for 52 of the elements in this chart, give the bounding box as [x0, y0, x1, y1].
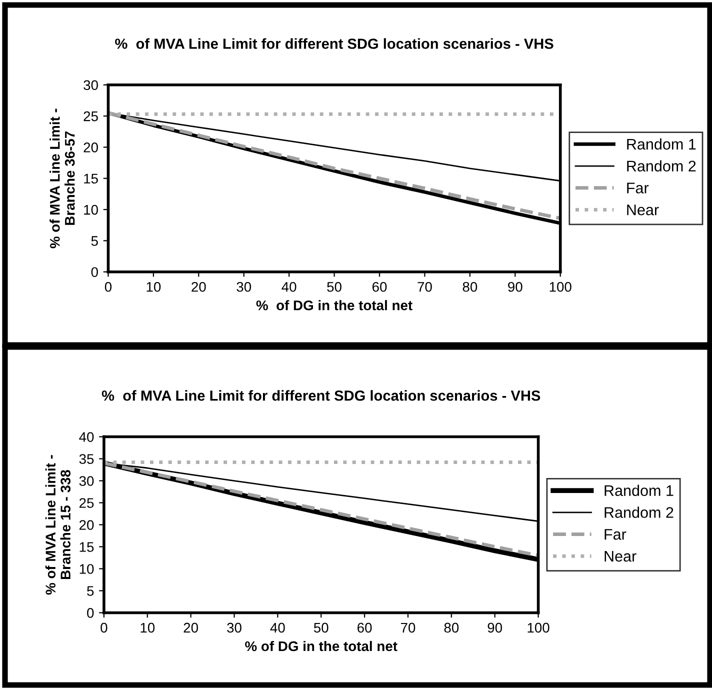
y-tick-label: 10	[84, 204, 98, 215]
x-tick-label: 100	[528, 622, 550, 633]
y-tick-label: 25	[84, 111, 98, 122]
y-tick-label: 30	[79, 476, 94, 486]
legend-label: Near	[604, 551, 636, 562]
chart-title: % of MVA Line Limit for different SDG location scenarios - VHS	[115, 38, 554, 49]
x-tick-label: 30	[227, 622, 242, 633]
legend-label: Far	[604, 529, 626, 540]
x-axis-title: % of DG in the total net	[256, 300, 412, 310]
y-tick-label: 30	[84, 80, 98, 90]
y-tick-label: 0	[91, 267, 98, 278]
x-axis-title: % of DG in the total net	[245, 640, 398, 652]
x-tick-label: 70	[400, 622, 416, 633]
legend-label: Random 1	[627, 138, 696, 150]
x-tick-label: 80	[462, 282, 478, 292]
x-tick-label: 80	[444, 622, 459, 633]
x-tick-label: 90	[508, 282, 522, 292]
x-tick-label: 0	[100, 622, 108, 633]
y-tick-label: 10	[80, 564, 94, 574]
legend-label: Random 2	[627, 160, 696, 172]
y-tick-label: 0	[87, 608, 94, 618]
x-tick-label: 70	[418, 282, 432, 292]
x-tick-label: 30	[236, 282, 252, 292]
x-tick-label: 90	[488, 622, 502, 633]
legend-label: Far	[627, 182, 649, 194]
x-tick-label: 50	[314, 622, 328, 633]
x-tick-label: 60	[372, 282, 387, 292]
legend-label: Random 2	[604, 506, 674, 518]
legend-label: Near	[627, 204, 659, 216]
y-tick-label: 20	[79, 520, 94, 530]
y-tick-label: 25	[79, 498, 94, 508]
x-tick-label: 50	[327, 282, 342, 292]
y-axis-title: % of MVA Line Limit - Branche 15 - 338	[45, 455, 70, 595]
x-tick-label: 0	[104, 282, 112, 292]
x-tick-label: 60	[358, 622, 372, 633]
x-tick-label: 20	[192, 282, 206, 292]
x-tick-label: 100	[550, 282, 572, 292]
x-tick-label: 10	[146, 282, 161, 292]
legend-label: Random 1	[604, 484, 674, 496]
y-tick-label: 35	[79, 454, 94, 464]
y-tick-label: 40	[79, 432, 94, 442]
y-tick-label: 5	[91, 236, 98, 246]
x-tick-label: 10	[140, 622, 155, 633]
x-tick-label: 40	[282, 282, 296, 292]
y-axis-title: % of MVA Line Limit - Branche 36-57	[50, 108, 75, 248]
y-tick-label: 5	[87, 586, 94, 596]
x-tick-label: 20	[184, 622, 198, 633]
x-tick-label: 40	[270, 622, 285, 633]
chart-title: % of MVA Line Limit for different SDG location scenarios - VHS	[102, 390, 540, 401]
y-tick-label: 15	[80, 542, 94, 552]
y-tick-label: 20	[84, 142, 98, 152]
y-tick-label: 15	[84, 174, 98, 184]
